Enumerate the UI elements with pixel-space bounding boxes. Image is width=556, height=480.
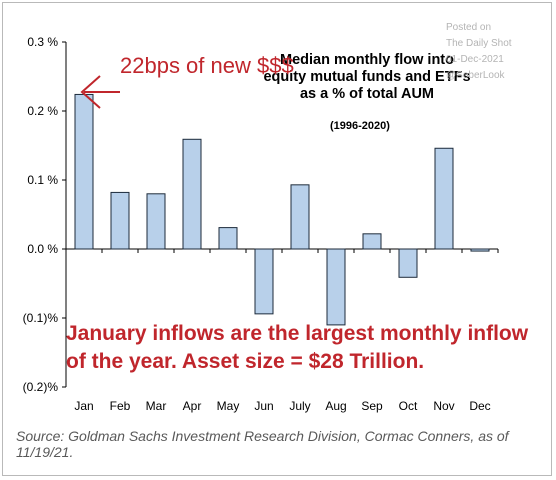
- bar-nov: [434, 147, 454, 250]
- bar-aug: [326, 248, 346, 326]
- chart-title-line: as a % of total AUM: [299, 86, 434, 102]
- x-tick-label: Sep: [361, 399, 383, 413]
- x-tick-label: Apr: [183, 399, 202, 413]
- bar-dec: [470, 248, 490, 252]
- bar-oct: [398, 248, 418, 278]
- bar-feb: [110, 191, 130, 250]
- annotation-note: January inflows are the largest monthly …: [66, 322, 529, 373]
- watermark-line: @SoberLook: [446, 70, 505, 81]
- bar-may: [218, 227, 238, 250]
- x-tick-label: Nov: [433, 399, 454, 413]
- x-tick-label: Oct: [399, 399, 418, 413]
- left-arrow-icon: [80, 75, 120, 109]
- bar-july: [290, 184, 310, 250]
- y-tick-label: (0.2)%: [23, 380, 59, 394]
- chart-title-line: equity mutual funds and ETFs: [263, 69, 471, 85]
- x-tick-label: Feb: [110, 399, 131, 413]
- watermark-line: The Daily Shot: [446, 38, 512, 49]
- chart-title-line: Median monthly flow into: [280, 52, 454, 68]
- watermark-line: Posted on: [446, 22, 492, 33]
- chart-title: Median monthly flow into equity mutual f…: [262, 52, 472, 103]
- x-tick-label: July: [289, 399, 310, 413]
- x-tick-label: Aug: [325, 399, 346, 413]
- x-tick-label: Mar: [146, 399, 167, 413]
- watermark-line: 01-Dec-2021: [446, 54, 504, 65]
- x-tick-label: Dec: [469, 399, 490, 413]
- y-tick-label: 0.1 %: [27, 173, 58, 187]
- bar-apr: [182, 138, 202, 250]
- watermark: Posted on The Daily Shot 01-Dec-2021 @So…: [446, 20, 512, 84]
- chart-subtitle: (1996-2020): [330, 120, 390, 132]
- bar-jan: [74, 93, 94, 250]
- y-tick-label: 0.2 %: [27, 104, 58, 118]
- y-tick-label: (0.1)%: [23, 311, 59, 325]
- bar-mar: [146, 193, 166, 250]
- x-tick-label: Jun: [254, 399, 273, 413]
- y-tick-labels: 0.3 % 0.2 % 0.1 % 0.0 % (0.1)% (0.2)%: [23, 35, 59, 394]
- y-tick-label: 0.3 %: [27, 35, 58, 49]
- x-tick-label: Jan: [74, 399, 93, 413]
- x-tick-label: May: [217, 399, 240, 413]
- callout-text: 22bps of new $$$: [120, 53, 294, 78]
- x-tick-labels: Jan Feb Mar Apr May Jun July Aug Sep Oct Nov Dec: [74, 399, 490, 413]
- source-note: Source: Goldman Sachs Investment Researc…: [16, 428, 509, 460]
- chart-bars: [74, 93, 490, 326]
- y-tick-label: 0.0 %: [27, 242, 58, 256]
- chart-axes: [62, 41, 499, 388]
- bar-sep: [362, 233, 382, 250]
- bar-jun: [254, 248, 274, 315]
